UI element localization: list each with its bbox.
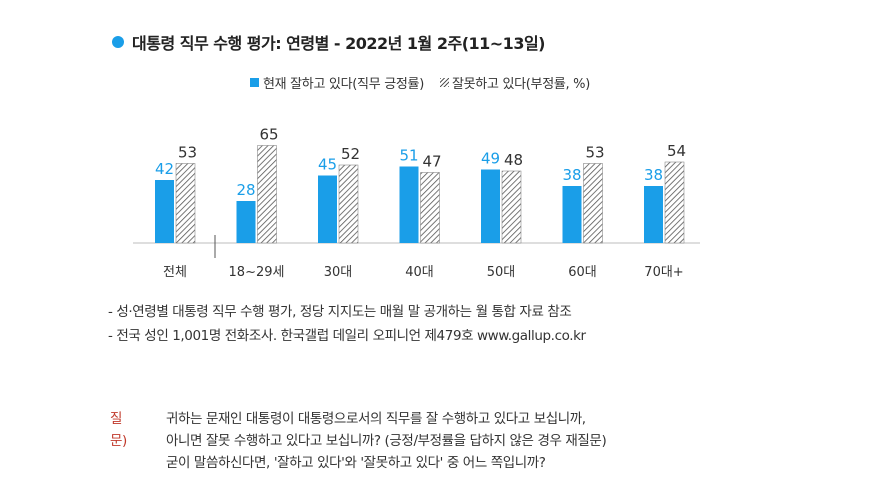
chart-title: 대통령 직무 수행 평가: 연령별 - 2022년 1월 2주(11~13일) <box>132 34 545 53</box>
data-label-positive: 38 <box>562 166 581 184</box>
data-label-positive: 51 <box>399 147 418 165</box>
bar-negative <box>175 163 196 244</box>
footnote-1: - 성·연령별 대통령 직무 수행 평가, 정당 지지도는 매월 말 공개하는 … <box>108 304 572 320</box>
data-label-negative: 54 <box>667 142 686 160</box>
question-line-3: 굳이 말씀하신다면, '잘하고 있다'와 '잘못하고 있다' 중 어느 쪽입니까… <box>166 455 546 471</box>
bar-positive <box>562 186 582 243</box>
bar-positive <box>236 201 256 243</box>
bar-positive <box>318 175 337 243</box>
bar-negative <box>501 170 522 244</box>
bar-negative <box>420 172 440 244</box>
category-tick-label: 70대+ <box>644 265 683 280</box>
data-label-negative: 53 <box>585 144 604 162</box>
legend-positive-label: 현재 잘하고 있다(직무 긍정률) <box>263 77 424 92</box>
data-label-positive: 28 <box>236 181 255 199</box>
legend-negative-swatch <box>439 78 449 87</box>
bar-negative <box>338 164 359 244</box>
data-label-positive: 38 <box>644 166 663 184</box>
category-tick-label: 30대 <box>324 265 353 280</box>
bar-positive <box>399 166 419 243</box>
legend: 현재 잘하고 있다(직무 긍정률) 잘못하고 있다(부정률, %) <box>250 73 590 92</box>
bar-negative <box>664 161 685 244</box>
legend-positive-swatch <box>250 78 259 87</box>
bar-negative <box>257 145 277 244</box>
question-line-2: 아니면 잘못 수행하고 있다고 보십니까? (긍정/부정률을 답하지 않은 경우… <box>166 433 607 449</box>
question-label: 질문) <box>110 411 127 449</box>
bullet-dot-icon <box>112 36 124 48</box>
question-line-1: 귀하는 문재인 대통령이 대통령으로서의 직무를 잘 수행하고 있다고 보십니까… <box>166 411 586 427</box>
data-label-negative: 53 <box>178 144 197 162</box>
data-label-negative: 65 <box>259 126 278 144</box>
data-label-negative: 48 <box>504 151 523 169</box>
category-tick-label: 40대 <box>405 265 434 280</box>
title-row: 대통령 직무 수행 평가: 연령별 - 2022년 1월 2주(11~13일) <box>112 30 545 54</box>
data-label-positive: 45 <box>318 156 337 174</box>
data-label-positive: 49 <box>481 150 500 168</box>
footnote-2: - 전국 성인 1,001명 전화조사. 한국갤럽 데일리 오피니언 제479호… <box>108 328 586 344</box>
data-label-negative: 52 <box>341 145 360 163</box>
category-tick-label: 전체 <box>163 265 187 280</box>
bar-positive <box>155 180 174 243</box>
data-label-negative: 47 <box>422 153 441 171</box>
data-label-positive: 42 <box>155 160 174 178</box>
category-tick-label: 50대 <box>487 265 516 280</box>
legend-negative-label: 잘못하고 있다(부정률, %) <box>451 77 591 92</box>
bar-positive <box>481 169 500 243</box>
category-tick-label: 18~29세 <box>229 265 285 280</box>
category-tick-label: 60대 <box>568 265 597 280</box>
bar-positive <box>644 186 663 243</box>
bar-negative <box>583 163 603 244</box>
footnotes: - 성·연령별 대통령 직무 수행 평가, 정당 지지도는 매월 말 공개하는 … <box>108 300 586 348</box>
